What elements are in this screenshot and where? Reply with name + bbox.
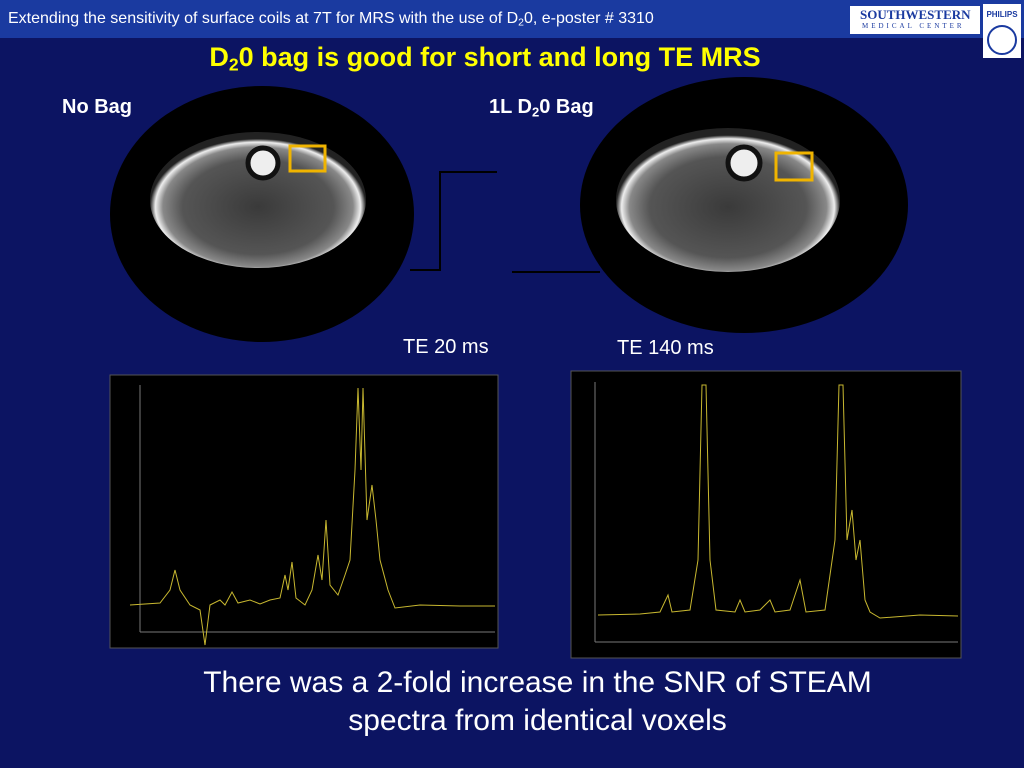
bone-left bbox=[245, 145, 281, 181]
arm-right bbox=[616, 128, 840, 272]
conclusion-line: There was a 2-fold increase in the SNR o… bbox=[203, 666, 872, 699]
header: Extending the sensitivity of surface coi… bbox=[0, 0, 845, 38]
voxel-right bbox=[774, 151, 814, 182]
arm-left bbox=[150, 132, 366, 268]
label-bag: 1L D20 Bag bbox=[489, 96, 594, 119]
title: D20 bag is good for short and long TE MR… bbox=[0, 42, 970, 75]
spectrum-trace bbox=[129, 387, 495, 646]
spectrum-right bbox=[570, 370, 962, 659]
title-sub: 2 bbox=[228, 54, 239, 75]
utsw-logo-sub: MEDICAL CENTER bbox=[862, 22, 965, 30]
header-sub: 2 bbox=[518, 17, 524, 29]
conclusion-line: spectra from identical voxels bbox=[348, 704, 727, 737]
utsw-logo: SOUTHWESTERN bbox=[860, 7, 971, 22]
spectrum-trace bbox=[597, 384, 959, 619]
conclusion: There was a 2-fold increase in the SNR o… bbox=[0, 664, 1024, 740]
label-te: TE 140 ms bbox=[617, 337, 714, 359]
label-text: 1L D bbox=[489, 96, 532, 118]
utsw-logo-box bbox=[850, 6, 980, 34]
philips-logo: PHILIPS bbox=[986, 10, 1018, 19]
label-text: 0 Bag bbox=[539, 96, 594, 118]
spectrum-left bbox=[109, 374, 499, 649]
connector bbox=[410, 171, 497, 271]
title-text: D bbox=[209, 42, 229, 72]
header-text: 0, e-poster # 3310 bbox=[523, 10, 654, 27]
bone-right bbox=[725, 144, 763, 182]
philips-shield bbox=[987, 25, 1017, 55]
label-no-bag: No Bag bbox=[62, 96, 132, 118]
label-te: TE 20 ms bbox=[403, 336, 489, 358]
label-sub: 2 bbox=[531, 104, 540, 120]
voxel-left bbox=[288, 144, 327, 173]
header-text: Extending the sensitivity of surface coi… bbox=[8, 10, 519, 27]
philips-logo-box bbox=[983, 4, 1021, 58]
title-text: 0 bag is good for short and long TE MRS bbox=[238, 42, 761, 72]
